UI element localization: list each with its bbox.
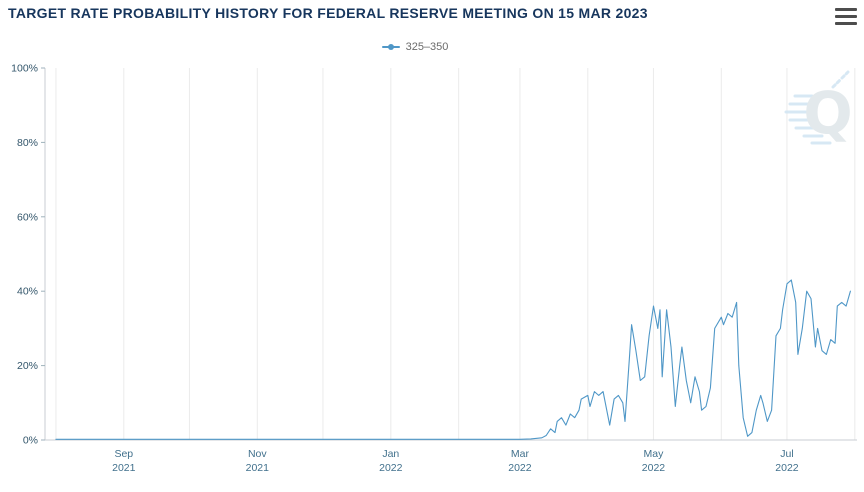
context-menu-button[interactable] bbox=[835, 7, 857, 26]
legend-label: 325–350 bbox=[405, 41, 449, 53]
svg-text:60%: 60% bbox=[17, 211, 38, 223]
svg-text:0%: 0% bbox=[23, 435, 38, 447]
svg-text:2021: 2021 bbox=[246, 462, 270, 474]
hamburger-icon bbox=[835, 8, 857, 11]
line-series-marker-icon bbox=[381, 44, 400, 50]
gridlines bbox=[55, 68, 856, 440]
svg-text:20%: 20% bbox=[17, 360, 38, 372]
svg-text:80%: 80% bbox=[17, 137, 38, 149]
svg-text:Sep: Sep bbox=[114, 448, 133, 460]
svg-text:2021: 2021 bbox=[112, 462, 136, 474]
watermark-logo: Q bbox=[784, 70, 853, 147]
svg-text:100%: 100% bbox=[11, 63, 38, 75]
svg-text:Jul: Jul bbox=[780, 448, 793, 460]
legend-item-325-350[interactable]: 325–350 bbox=[381, 41, 449, 53]
svg-text:2022: 2022 bbox=[508, 462, 532, 474]
data-series bbox=[55, 279, 851, 440]
svg-text:2022: 2022 bbox=[642, 462, 666, 474]
svg-text:40%: 40% bbox=[17, 286, 38, 298]
svg-text:May: May bbox=[644, 448, 665, 460]
page-title: TARGET RATE PROBABILITY HISTORY FOR FEDE… bbox=[8, 5, 648, 21]
svg-text:Nov: Nov bbox=[248, 448, 267, 460]
watermark-letter: Q bbox=[803, 79, 852, 147]
svg-text:Mar: Mar bbox=[511, 448, 530, 460]
svg-text:2022: 2022 bbox=[775, 462, 799, 474]
axes: 0% 20% 40% 60% 80% 100% Sep 2021 Nov 2021 Jan 2022 M… bbox=[11, 63, 857, 474]
legend: 325–350 bbox=[0, 41, 864, 53]
svg-text:2022: 2022 bbox=[379, 462, 403, 474]
svg-text:Jan: Jan bbox=[382, 448, 399, 460]
